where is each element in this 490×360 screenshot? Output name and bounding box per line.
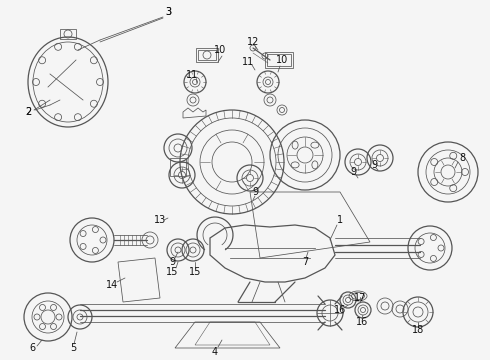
Text: 2: 2 — [25, 107, 31, 117]
Text: 10: 10 — [214, 45, 226, 55]
Bar — [196, 48, 218, 62]
Text: 15: 15 — [166, 267, 178, 277]
Text: 16: 16 — [356, 317, 368, 327]
Text: 13: 13 — [154, 215, 166, 225]
Text: 4: 4 — [212, 347, 218, 357]
Text: 11: 11 — [186, 70, 198, 80]
Bar — [170, 158, 186, 176]
Text: 15: 15 — [189, 267, 201, 277]
Text: 17: 17 — [354, 293, 366, 303]
Text: 10: 10 — [276, 55, 288, 65]
Text: 12: 12 — [247, 37, 259, 47]
Text: 9: 9 — [169, 257, 175, 267]
Bar — [198, 50, 216, 60]
Text: 18: 18 — [412, 325, 424, 335]
Text: 7: 7 — [302, 257, 308, 267]
Text: 6: 6 — [29, 343, 35, 353]
Bar — [267, 54, 291, 66]
Bar — [265, 52, 293, 68]
Text: 16: 16 — [334, 305, 346, 315]
Text: 9: 9 — [252, 187, 258, 197]
Text: 9: 9 — [371, 160, 377, 170]
Text: 3: 3 — [165, 7, 171, 17]
Text: 11: 11 — [242, 57, 254, 67]
Text: 3: 3 — [165, 7, 171, 17]
Text: 14: 14 — [106, 280, 118, 290]
Text: 5: 5 — [70, 343, 76, 353]
Text: 9: 9 — [350, 167, 356, 177]
Text: 1: 1 — [337, 215, 343, 225]
Text: 2: 2 — [25, 107, 31, 117]
Text: 8: 8 — [459, 153, 465, 163]
Bar — [60, 29, 76, 39]
